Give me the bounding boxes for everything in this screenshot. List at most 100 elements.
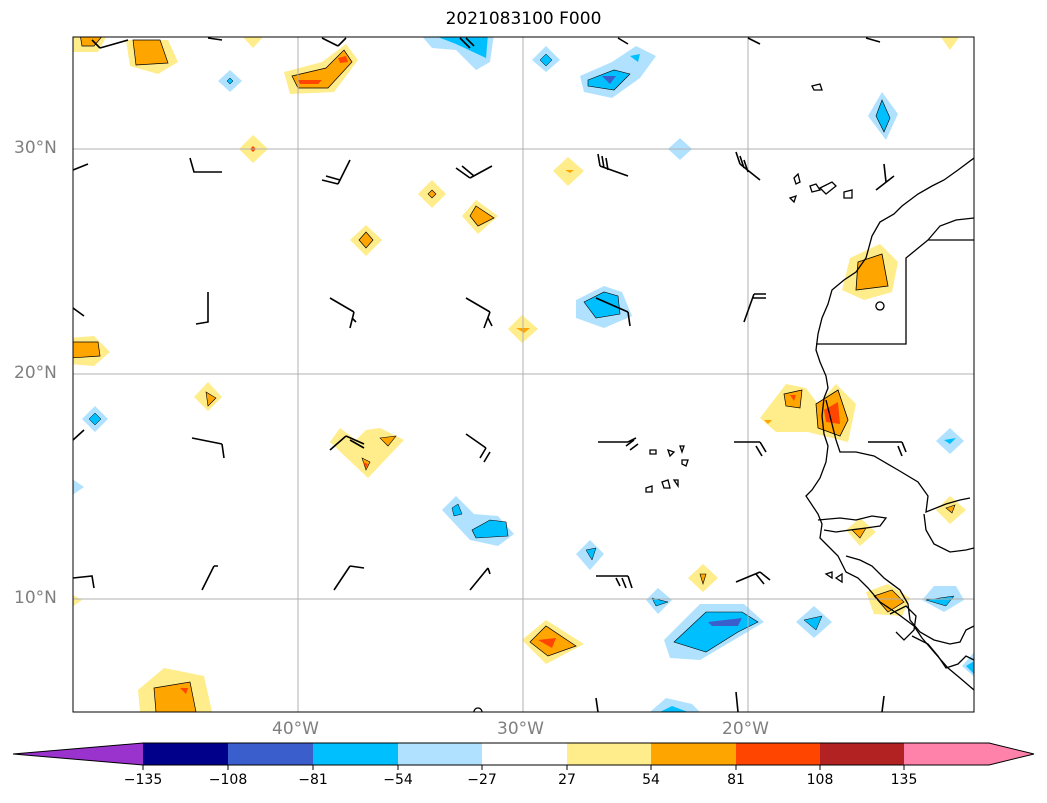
- colorbar-segment: [228, 743, 313, 765]
- anomaly-blob: [379, 435, 397, 447]
- anomaly-blob: [602, 76, 616, 84]
- wind-barb: [735, 691, 739, 712]
- madeira-island: [811, 83, 823, 91]
- anomaly-blob: [242, 37, 264, 48]
- wind-barb: [329, 435, 365, 451]
- wind-barb: [865, 37, 881, 43]
- anomaly-blob: [132, 39, 169, 66]
- wind-barb: [747, 37, 761, 45]
- anomaly-blob: [226, 77, 234, 85]
- anomaly-blob: [651, 597, 669, 607]
- wind-barb: [735, 571, 771, 585]
- wind-barb: [201, 565, 218, 591]
- colorbar-segment: [651, 743, 736, 765]
- canary-island: [843, 189, 853, 199]
- anomaly-blob: [764, 420, 772, 424]
- anomaly-blob: [437, 37, 488, 58]
- bijagos-island: [824, 571, 833, 580]
- wind-barb: [91, 39, 129, 49]
- map-frame: [72, 36, 975, 713]
- colorbar-tick-label: −135: [123, 772, 163, 788]
- wind-barb: [743, 293, 766, 323]
- cape-verde-island: [679, 445, 685, 455]
- colorbar-segment: [820, 743, 904, 765]
- anomaly-blob: [88, 412, 102, 426]
- wind-barb: [73, 163, 89, 171]
- anomaly-blob: [338, 56, 348, 63]
- wind-barb: [459, 37, 475, 49]
- anomaly-blob: [80, 37, 102, 47]
- map-title: 2021083100 F000: [445, 9, 602, 29]
- anomaly-blob: [585, 547, 597, 561]
- canary-island: [818, 181, 837, 195]
- lon-label-30w: 30°W: [497, 719, 544, 739]
- island-circle: [875, 301, 885, 311]
- wind-barb: [868, 441, 907, 457]
- africa-coastline: [805, 157, 974, 691]
- wind-barb: [595, 297, 631, 327]
- anomaly-blob: [469, 205, 495, 227]
- anomaly-blob: [583, 291, 621, 319]
- colorbar-tick-label: −108: [208, 772, 248, 788]
- anomaly-blob: [539, 53, 553, 67]
- mauritania-border: [825, 399, 971, 514]
- anomaly-blob: [660, 706, 688, 712]
- wind-barb: [735, 151, 761, 181]
- cape-verde-island: [672, 479, 679, 489]
- colorbar-segment: [398, 743, 482, 765]
- anomaly-blob: [442, 496, 514, 546]
- anomaly-blob: [790, 395, 796, 401]
- colorbar-tick-label: −27: [467, 772, 497, 788]
- wind-barb: [189, 157, 222, 173]
- anomaly-blob: [73, 341, 101, 359]
- wind-barb: [329, 297, 357, 329]
- cape-verde-island: [661, 479, 671, 489]
- colorbar-extend-low: [13, 743, 143, 765]
- wind-barb: [598, 437, 639, 451]
- wind-barbs: [73, 37, 907, 712]
- lat-label-30n: 30°N: [14, 138, 57, 158]
- mali-border: [923, 513, 974, 553]
- anomaly-blob: [945, 504, 956, 514]
- western-sahara-border: [816, 239, 974, 345]
- wind-barb: [875, 163, 895, 191]
- negative-anomalies: [73, 37, 974, 712]
- canary-island: [809, 183, 822, 193]
- colorbar-tick-label: 135: [890, 772, 918, 788]
- lon-label-40w: 40°W: [272, 719, 319, 739]
- anomaly-blob: [205, 391, 217, 407]
- anomaly-blob: [471, 519, 509, 539]
- colorbar-segment: [567, 743, 651, 765]
- anomaly-blob: [298, 80, 322, 84]
- wind-barb: [881, 695, 885, 712]
- colorbar-segment: [904, 743, 989, 765]
- wind-barb: [321, 159, 351, 185]
- wind-barb: [596, 575, 633, 589]
- canary-island: [793, 172, 801, 185]
- wind-barb: [469, 567, 491, 591]
- lat-label-20n: 20°N: [14, 363, 57, 383]
- coastlines: [473, 83, 974, 712]
- colorbar-segment: [143, 743, 228, 765]
- colorbar-tick-label: 108: [806, 772, 834, 788]
- wind-barb: [207, 37, 223, 41]
- anomaly-blob: [855, 253, 889, 291]
- colorbar-extend-high: [989, 743, 1034, 765]
- wind-barb: [73, 575, 95, 589]
- colorbar-ticks: [142, 765, 905, 770]
- anomaly-blob: [330, 428, 404, 478]
- bijagos-island: [834, 572, 843, 584]
- colorbar-tick-label: −54: [383, 772, 413, 788]
- anomaly-blob: [180, 688, 188, 694]
- gridlines: [73, 37, 974, 712]
- colorbar-segment: [736, 743, 820, 765]
- wind-barb: [321, 37, 347, 47]
- anomaly-blob: [73, 479, 84, 495]
- anomaly-blob: [630, 54, 640, 62]
- colorbar-segment: [482, 743, 567, 765]
- anomaly-blob: [538, 638, 556, 648]
- wind-barb: [73, 429, 85, 441]
- wind-barb: [465, 297, 493, 329]
- colorbar-tick-label: −81: [298, 772, 328, 788]
